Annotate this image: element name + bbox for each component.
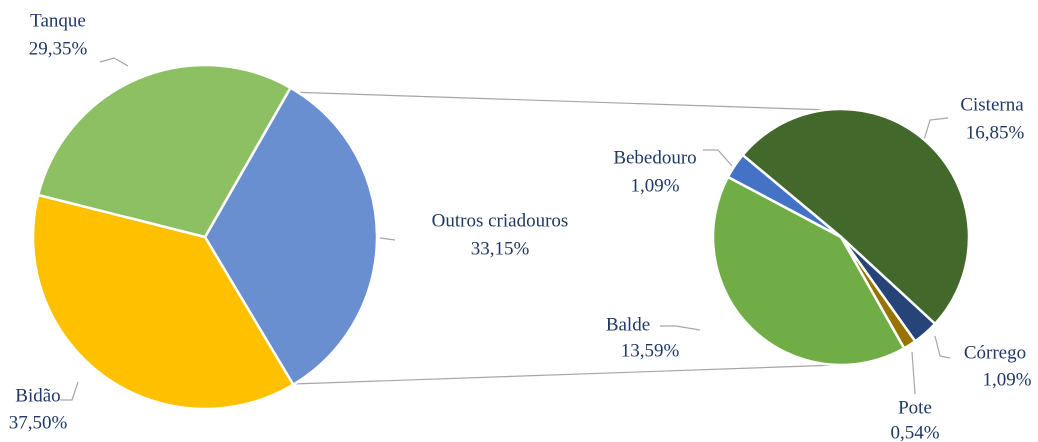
leader-line xyxy=(60,381,79,401)
leader-line xyxy=(911,351,916,395)
slice-label: Outros criadouros xyxy=(432,210,569,231)
pie-slice xyxy=(31,193,295,411)
leader-line xyxy=(934,335,951,359)
connector-line xyxy=(292,364,839,385)
slice-value: 33,15% xyxy=(471,238,530,259)
slice-label: Córrego xyxy=(964,342,1026,363)
pie-slice xyxy=(711,175,906,367)
slice-value: 29,35% xyxy=(29,38,88,59)
slice-value: 1,09% xyxy=(982,369,1031,390)
leader-line xyxy=(379,237,396,241)
slice-label: Cisterna xyxy=(960,94,1024,115)
leader-line xyxy=(923,117,949,141)
slice-label: Pote xyxy=(898,397,932,418)
slice-label: Bebedouro xyxy=(613,147,696,168)
slice-value: 13,59% xyxy=(621,340,680,361)
leader-line xyxy=(660,325,701,331)
pie-slice xyxy=(726,153,842,239)
pie-slice xyxy=(36,63,293,239)
leader-line xyxy=(99,57,129,67)
slice-label: Balde xyxy=(606,314,650,335)
slice-value: 1,09% xyxy=(630,175,679,196)
slice-value: 0,54% xyxy=(890,422,939,442)
slice-label: Bidão xyxy=(15,385,60,406)
slice-label: Tanque xyxy=(30,10,86,31)
slice-value: 37,50% xyxy=(9,412,68,433)
slice-value: 16,85% xyxy=(966,122,1025,143)
pie-slice xyxy=(740,107,971,326)
connector-line xyxy=(287,91,831,111)
leader-line xyxy=(703,149,733,167)
